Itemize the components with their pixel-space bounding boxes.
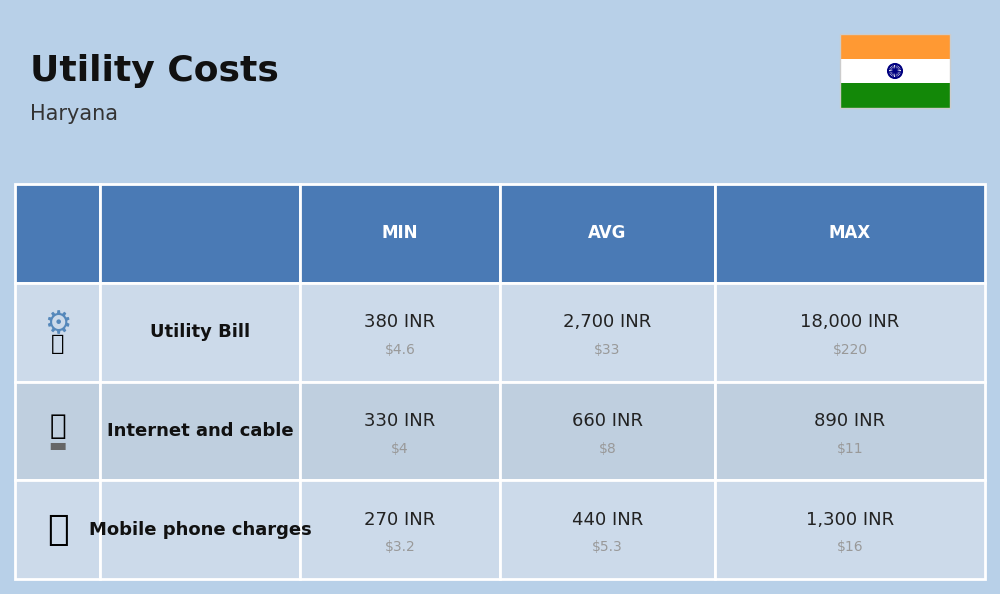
Bar [500, 481, 715, 579]
Bar [15, 283, 100, 381]
Text: $16: $16 [837, 541, 863, 554]
Bar [25, 298, 80, 366]
Text: 440 INR: 440 INR [572, 511, 643, 529]
Bar [500, 381, 715, 481]
Text: 380 INR: 380 INR [364, 313, 436, 331]
Bar [715, 481, 985, 579]
Text: Haryana: Haryana [30, 104, 118, 124]
Bar [715, 381, 985, 481]
Text: $11: $11 [837, 442, 863, 456]
Bar [15, 381, 100, 481]
Circle shape [894, 69, 896, 72]
Text: $4.6: $4.6 [385, 343, 415, 357]
Text: Utility Bill: Utility Bill [150, 323, 250, 341]
Text: $5.3: $5.3 [592, 541, 623, 554]
Bar [300, 184, 500, 283]
Text: $220: $220 [832, 343, 868, 357]
Text: $33: $33 [594, 343, 621, 357]
Text: 660 INR: 660 INR [572, 412, 643, 430]
Text: 18,000 INR: 18,000 INR [800, 313, 900, 331]
Text: 📱: 📱 [47, 513, 68, 546]
Bar [100, 481, 300, 579]
Bar [840, 34, 950, 59]
Bar [300, 381, 500, 481]
Bar [100, 184, 300, 283]
Text: 📶: 📶 [49, 412, 66, 440]
Text: Mobile phone charges: Mobile phone charges [89, 520, 311, 539]
Text: 330 INR: 330 INR [364, 412, 436, 430]
Bar [15, 184, 100, 283]
Text: 🔌: 🔌 [51, 334, 64, 354]
Text: $3.2: $3.2 [385, 541, 415, 554]
Text: 270 INR: 270 INR [364, 511, 436, 529]
Text: 890 INR: 890 INR [814, 412, 886, 430]
Bar [100, 381, 300, 481]
Text: 1,300 INR: 1,300 INR [806, 511, 894, 529]
Text: AVG: AVG [588, 225, 627, 242]
Bar [500, 184, 715, 283]
Text: Internet and cable: Internet and cable [107, 422, 293, 440]
Text: Utility Costs: Utility Costs [30, 54, 279, 88]
Text: MIN: MIN [382, 225, 418, 242]
Bar [840, 83, 950, 108]
Bar [15, 481, 100, 579]
Bar [840, 59, 950, 83]
Bar [100, 283, 300, 381]
Bar [300, 481, 500, 579]
Bar [500, 283, 715, 381]
Bar [840, 34, 950, 108]
Text: ▬: ▬ [48, 437, 67, 456]
Text: 2,700 INR: 2,700 INR [563, 313, 652, 331]
Text: MAX: MAX [829, 225, 871, 242]
Text: ⚙: ⚙ [44, 309, 71, 339]
Text: $8: $8 [599, 442, 616, 456]
Text: $4: $4 [391, 442, 409, 456]
Bar [715, 283, 985, 381]
Bar [715, 184, 985, 283]
Bar [300, 283, 500, 381]
